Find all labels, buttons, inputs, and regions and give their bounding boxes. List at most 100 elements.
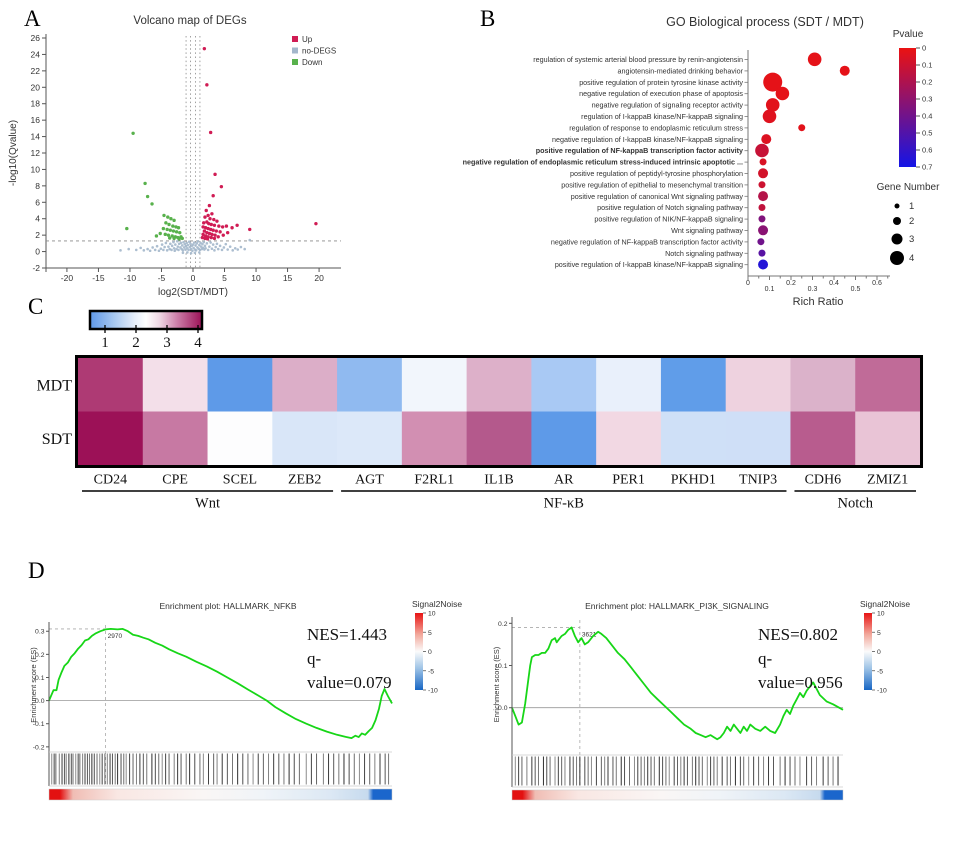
- go-bubble: [758, 215, 766, 223]
- y-tick-label: 10: [31, 164, 41, 174]
- row-label: MDT: [36, 377, 72, 394]
- heatmap: 1 2 3 4 MDT SDT CD24 CPE SCEL ZEB2 AGT F2RL1 IL1B AR P…: [36, 309, 924, 512]
- volcano-point: [209, 241, 212, 244]
- s2n-tick-label: 10: [877, 611, 885, 618]
- peak-rank-label: 3621: [582, 632, 597, 639]
- heatmap-cell: [272, 358, 338, 412]
- volcano-point: [202, 229, 207, 233]
- heatmap-row-mdt: [78, 358, 921, 412]
- heatmap-cell: [596, 411, 662, 465]
- volcano-point: [131, 131, 135, 135]
- volcano-point: [210, 212, 214, 216]
- s2n-tick-label: 0: [428, 649, 432, 656]
- volcano-point: [216, 235, 220, 239]
- volcano-point: [225, 230, 230, 235]
- nes-annotation: value=0.956: [758, 673, 843, 692]
- go-bubble: [758, 168, 769, 179]
- x-tick-label: 0.2: [786, 280, 796, 287]
- panel-label-d: D: [28, 558, 45, 583]
- go-term-label: Wnt signaling pathway: [671, 226, 743, 235]
- volcano-points-down: [125, 131, 184, 241]
- go-term-label: positive regulation of epithelial to mes…: [561, 180, 743, 189]
- gene-number-label: 4: [909, 253, 914, 264]
- go-bubble: [758, 181, 766, 189]
- gene-label: ZEB2: [288, 473, 321, 488]
- legend-label: Up: [302, 35, 313, 44]
- volcano-point: [162, 248, 165, 252]
- row-label: SDT: [42, 431, 72, 448]
- volcano-points-up: [200, 46, 318, 241]
- volcano-point: [213, 233, 217, 237]
- volcano-point: [162, 213, 166, 218]
- heatmap-cell: [466, 411, 532, 465]
- heatmap-cell: [466, 358, 532, 412]
- enrichment-curve: [48, 628, 393, 739]
- heatmap-cell: [790, 358, 856, 412]
- volcano-point: [210, 232, 214, 237]
- volcano-point: [236, 248, 240, 251]
- volcano-point: [119, 249, 122, 252]
- colorbar-tick-label: 0.4: [922, 112, 932, 121]
- volcano-point: [177, 237, 181, 241]
- volcano-point: [209, 235, 213, 240]
- volcano-point: [203, 215, 207, 219]
- go-bubble: [775, 86, 790, 101]
- volcano-point: [198, 243, 201, 247]
- x-tick-label: -20: [61, 273, 74, 283]
- s2n-tick-label: -5: [428, 668, 434, 675]
- go-term-label: regulation of systemic arterial blood pr…: [533, 55, 743, 64]
- volcano-point: [213, 249, 216, 252]
- volcano-point: [222, 246, 226, 249]
- gene-label: SCEL: [223, 473, 257, 488]
- volcano-point: [204, 246, 207, 250]
- x-tick-label: 10: [251, 273, 261, 283]
- volcano-point: [125, 226, 129, 231]
- volcano-point: [143, 181, 147, 186]
- volcano-point: [165, 227, 169, 232]
- panel-label-b: B: [480, 6, 496, 31]
- heatmap-cell: [207, 358, 273, 412]
- volcano-point: [184, 244, 188, 248]
- volcano-point: [218, 230, 222, 234]
- go-bubble-plot: GO Biological process (SDT / MDT) 0 0.1 0.2…: [463, 15, 940, 308]
- volcano-point: [205, 237, 210, 241]
- volcano-point: [220, 225, 225, 229]
- volcano-point: [160, 243, 164, 246]
- heatmap-border: [75, 355, 924, 468]
- go-term-label: positive regulation of NF-kappaB transcr…: [536, 146, 743, 155]
- hit-ticks: [51, 753, 390, 785]
- volcano-point: [215, 242, 219, 246]
- volcano-point: [127, 247, 130, 251]
- volcano-point: [166, 215, 170, 219]
- volcano-point: [215, 219, 219, 223]
- x-tick-label: 15: [283, 273, 293, 283]
- pathway-label: Notch: [838, 496, 874, 512]
- volcano-point: [154, 234, 159, 238]
- nes-annotation: value=0.079: [307, 673, 392, 692]
- volcano-point: [206, 248, 210, 252]
- volcano-point: [183, 242, 187, 246]
- volcano-point: [206, 213, 210, 218]
- volcano-point: [211, 228, 215, 232]
- go-term-label: negative regulation of NF-kappaB transcr…: [551, 237, 744, 246]
- legend-label: Down: [302, 58, 322, 67]
- y-tick-label: 12: [31, 148, 41, 158]
- volcano-point: [202, 240, 206, 244]
- volcano-point: [207, 203, 212, 208]
- heatmap-cell: [660, 411, 727, 465]
- volcano-point: [182, 246, 186, 249]
- volcano-point: [172, 246, 176, 250]
- s2n-tick-label: 0: [877, 649, 881, 656]
- nes-annotation: NES=0.802: [758, 625, 838, 644]
- volcano-point: [170, 234, 174, 238]
- volcano-point: [205, 83, 209, 87]
- volcano-point: [209, 222, 213, 227]
- go-term-label: negative regulation of signaling recepto…: [592, 101, 744, 110]
- y-tick-label: 16: [31, 115, 41, 125]
- heatmap-cell: [531, 411, 597, 465]
- volcano-point: [168, 228, 173, 232]
- heatmap-cell: [401, 411, 468, 465]
- panel-label-a: A: [24, 6, 41, 31]
- volcano-point: [185, 241, 188, 245]
- volcano-point: [166, 233, 171, 237]
